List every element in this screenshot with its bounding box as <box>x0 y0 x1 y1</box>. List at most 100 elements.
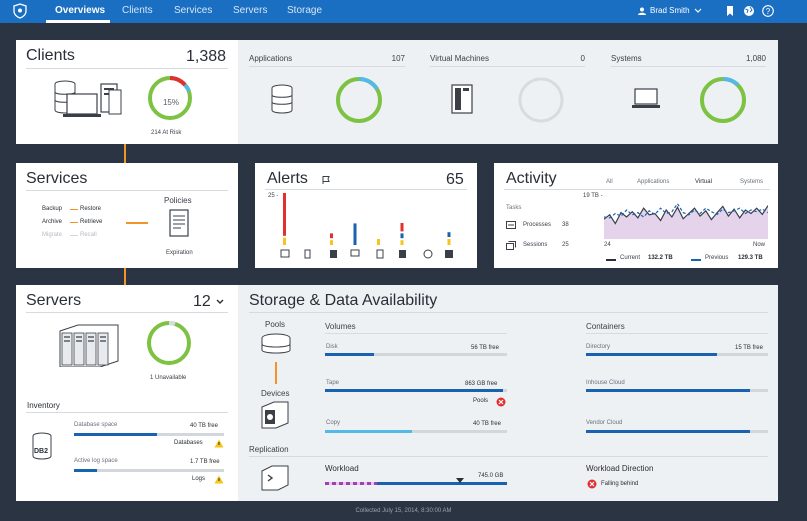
vms-divider <box>430 66 585 67</box>
alert-bar-7-blue <box>447 232 451 237</box>
service-backup[interactable]: Backup <box>42 206 63 212</box>
tab-storage[interactable]: Storage <box>287 5 323 16</box>
tape-value: 863 GB free <box>465 381 498 387</box>
servers-unavailable-label: 1 Unavailable <box>150 375 187 381</box>
service-migrate[interactable]: Migrate <box>42 232 63 238</box>
tape-label: Tape <box>326 380 340 386</box>
clients-count: 1,388 <box>186 48 227 65</box>
database-space-label: Database space <box>74 422 118 428</box>
active-log-space-bar <box>74 469 224 472</box>
servers-panel[interactable]: Servers 12 1 Unavailable Inventory DB2 D… <box>16 285 238 501</box>
pools-status-label[interactable]: Pools <box>473 398 489 404</box>
disk-bar <box>325 353 507 356</box>
virtual-machines-label[interactable]: Virtual Machines <box>430 54 489 63</box>
service-restore[interactable]: Restore <box>80 206 102 212</box>
servers-title[interactable]: Servers <box>26 292 82 309</box>
client-types-panel: Applications 107 Virtual Machines 0 Syst… <box>238 40 778 144</box>
copy-bar <box>325 430 507 433</box>
service-archive[interactable]: Archive <box>42 219 63 225</box>
archive-retrieve-link <box>70 222 78 223</box>
alert-bar-4-yellow <box>377 239 380 245</box>
clients-at-risk-label: 214 At Risk <box>151 130 182 136</box>
services-title[interactable]: Services <box>26 170 88 187</box>
tab-services[interactable]: Services <box>174 5 213 16</box>
activity-x-start: 24 <box>604 242 611 248</box>
service-recall[interactable]: Recall <box>80 232 97 238</box>
logs-label[interactable]: Logs <box>192 476 206 482</box>
tab-clients[interactable]: Clients <box>122 5 153 16</box>
alerts-panel[interactable]: Alerts 65 25 - <box>255 163 477 268</box>
processes-icon <box>506 221 516 229</box>
containers-divider <box>586 333 768 334</box>
systems-value: 1,080 <box>745 54 766 63</box>
database-space-bar-fill <box>74 433 157 436</box>
activity-filter-virtual[interactable]: Virtual <box>695 179 712 185</box>
tasks-label: Tasks <box>506 205 522 211</box>
virtual-machines-ring <box>518 77 564 123</box>
user-icon <box>638 7 646 15</box>
sessions-label: Sessions <box>523 242 548 248</box>
alert-bar-0-red <box>283 193 286 236</box>
alert-bar-5-blue <box>400 233 404 239</box>
alert-bar-7-yellow <box>447 239 451 245</box>
bookmark-icon[interactable] <box>723 4 737 18</box>
activity-filter-all[interactable]: All <box>606 179 613 185</box>
replication-divider <box>249 456 768 457</box>
workload-bar-pending <box>325 482 377 485</box>
services-panel[interactable]: Services Backup Archive Migrate Restore … <box>16 163 238 268</box>
sessions-value: 25 <box>562 242 569 248</box>
clients-devices-icon <box>54 80 122 117</box>
active-log-space-bar-fill <box>74 469 97 472</box>
services-divider <box>26 190 228 191</box>
storage-title[interactable]: Storage & Data Availability <box>249 292 438 309</box>
pools-label[interactable]: Pools <box>265 320 286 329</box>
clients-divider <box>26 68 228 69</box>
database-space-value: 40 TB free <box>190 423 218 429</box>
service-retrieve[interactable]: Retrieve <box>80 219 103 225</box>
alerts-title[interactable]: Alerts <box>267 170 308 187</box>
active-log-space-label: Active log space <box>74 458 118 464</box>
help-icon[interactable]: ? <box>761 4 775 18</box>
activity-panel[interactable]: Activity All Applications Virtual System… <box>494 163 778 268</box>
servers-chevron-down-icon[interactable] <box>216 299 224 305</box>
directory-value: 15 TB free <box>735 345 763 351</box>
policy-document-icon <box>169 209 189 237</box>
tab-overviews[interactable]: Overviews <box>55 5 106 16</box>
servers-count: 12 <box>193 293 211 310</box>
devices-label[interactable]: Devices <box>261 389 290 398</box>
activity-title[interactable]: Activity <box>506 170 557 187</box>
replication-icon <box>261 465 289 491</box>
vendor-cloud-label: Vendor Cloud <box>586 420 623 426</box>
services-servers-connector <box>124 268 126 285</box>
activity-filter-applications[interactable]: Applications <box>637 179 670 185</box>
clients-panel[interactable]: Clients 1,388 15% 214 At Risk <box>16 40 238 144</box>
policies-label[interactable]: Policies <box>164 196 192 205</box>
sessions-icon <box>506 241 516 250</box>
current-legend-swatch <box>606 259 616 261</box>
databases-label[interactable]: Databases <box>174 440 203 446</box>
database-icon <box>271 84 293 114</box>
activity-filter-systems[interactable]: Systems <box>740 179 764 185</box>
systems-label[interactable]: Systems <box>611 54 642 63</box>
activity-current-area <box>604 205 768 239</box>
clients-title[interactable]: Clients <box>26 47 75 64</box>
inhouse-cloud-label: Inhouse Cloud <box>586 380 625 386</box>
applications-label[interactable]: Applications <box>249 54 293 63</box>
disk-label: Disk <box>326 344 338 350</box>
top-nav: Overviews Clients Services Servers Stora… <box>0 0 807 23</box>
shield-logo-icon[interactable] <box>12 3 28 19</box>
virtual-machines-value: 0 <box>580 54 585 63</box>
vendor-cloud-bar-fill <box>586 430 750 433</box>
db2-label: DB2 <box>34 448 49 455</box>
globe-icon[interactable] <box>742 4 756 18</box>
processes-value: 38 <box>562 222 569 228</box>
replication-label[interactable]: Replication <box>249 445 289 454</box>
alerts-bar-chart <box>283 193 451 245</box>
alert-bar-0-yellow <box>283 237 286 245</box>
tab-servers[interactable]: Servers <box>233 5 268 16</box>
user-menu[interactable]: Brad Smith <box>638 6 702 15</box>
inventory-divider <box>26 412 228 413</box>
storage-panel[interactable]: Storage & Data Availability Pools Device… <box>238 285 778 501</box>
pools-error-icon <box>496 397 506 407</box>
chevron-down-icon <box>694 8 702 13</box>
